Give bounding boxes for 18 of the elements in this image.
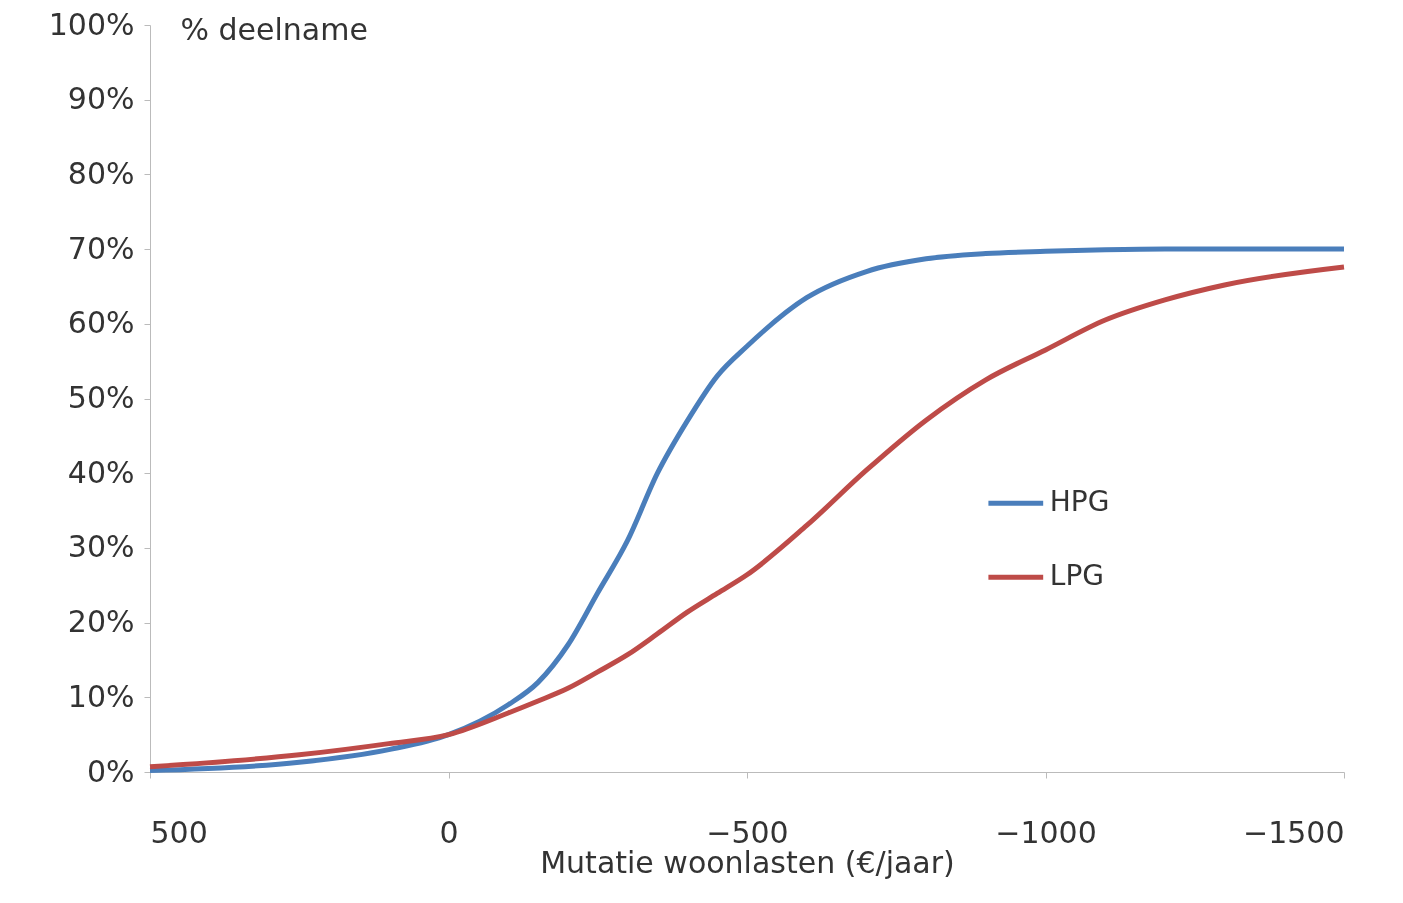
y-axis-title: % deelname	[180, 11, 368, 47]
y-tick-label: 40%	[67, 454, 135, 490]
x-tick-label: 0	[439, 814, 459, 850]
y-tick-label: 30%	[67, 529, 135, 565]
x-tick-label: 500	[150, 814, 208, 850]
y-tick-label: 80%	[67, 155, 135, 191]
legend-label: LPG	[1049, 559, 1104, 593]
y-tick-label: 60%	[67, 305, 135, 341]
y-tick-label: 50%	[67, 380, 135, 415]
y-tick-label: 20%	[67, 604, 135, 640]
y-tick-label: 70%	[67, 230, 135, 266]
y-tick-label: 90%	[67, 81, 135, 117]
x-tick-label: −1500	[1243, 814, 1345, 850]
legend-label: HPG	[1049, 485, 1110, 519]
y-tick-label: 0%	[86, 753, 135, 789]
y-tick-label: 100%	[48, 6, 135, 42]
y-tick-label: 10%	[67, 678, 135, 714]
x-tick-label: −1000	[995, 814, 1097, 850]
